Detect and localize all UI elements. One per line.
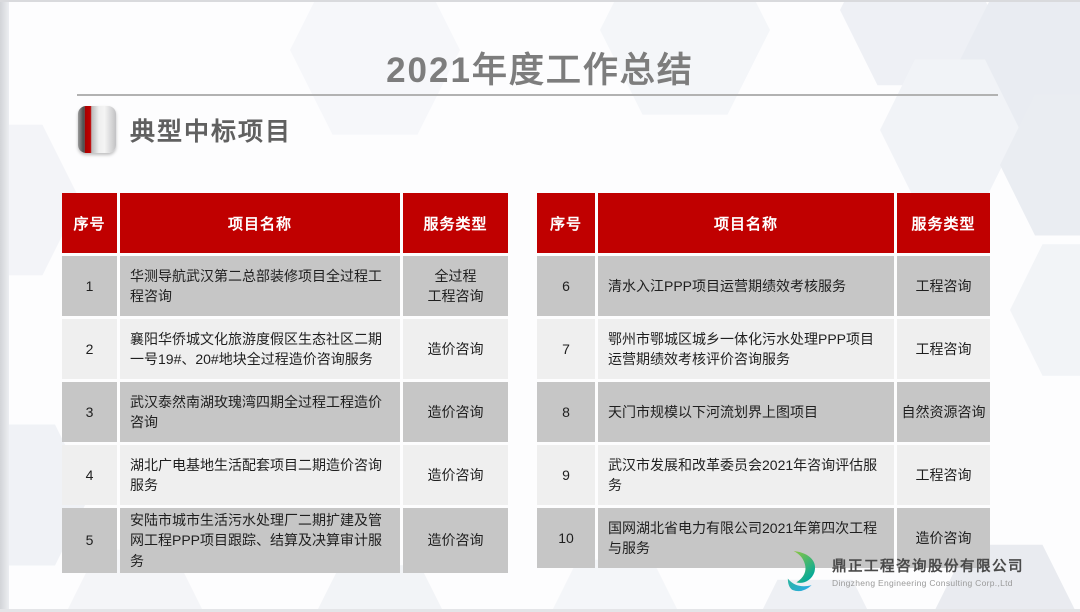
table-row: 1 华测导航武汉第二总部装修项目全过程工程咨询 全过程 工程咨询 [62, 256, 508, 316]
cell-service-type: 造价咨询 [897, 508, 990, 568]
cell-service-type: 工程咨询 [897, 445, 990, 505]
company-name-cn: 鼎正工程咨询股份有限公司 [832, 558, 1024, 575]
table-row: 10 国网湖北省电力有限公司2021年第四次工程与服务 造价咨询 [537, 508, 990, 568]
column-header-name: 项目名称 [598, 193, 894, 253]
cell-project-name: 国网湖北省电力有限公司2021年第四次工程与服务 [598, 508, 894, 568]
table-row: 6 清水入江PPP项目运营期绩效考核服务 工程咨询 [537, 256, 990, 316]
cell-project-name: 清水入江PPP项目运营期绩效考核服务 [598, 256, 894, 316]
cell-service-type: 造价咨询 [403, 508, 508, 573]
table-header-row: 序号 项目名称 服务类型 [62, 193, 508, 253]
column-header-type: 服务类型 [403, 193, 508, 253]
cell-service-type: 造价咨询 [403, 382, 508, 442]
table-header-row: 序号 项目名称 服务类型 [537, 193, 990, 253]
projects-table-left: 序号 项目名称 服务类型 1 华测导航武汉第二总部装修项目全过程工程咨询 全过程… [59, 190, 511, 576]
cell-no: 9 [537, 445, 595, 505]
table-row: 4 湖北广电基地生活配套项目二期造价咨询服务 造价咨询 [62, 445, 508, 505]
cell-project-name: 武汉泰然南湖玫瑰湾四期全过程工程造价咨询 [120, 382, 400, 442]
table-row: 3 武汉泰然南湖玫瑰湾四期全过程工程造价咨询 造价咨询 [62, 382, 508, 442]
slide-bottom-edge [0, 609, 1080, 612]
cell-project-name: 安陆市城市生活污水处理厂二期扩建及管网工程PPP项目跟踪、结算及决算审计服务 [120, 508, 400, 573]
cell-no: 1 [62, 256, 117, 316]
table-row: 2 襄阳华侨城文化旅游度假区生态社区二期一号19#、20#地块全过程造价咨询服务… [62, 319, 508, 379]
table-row: 7 鄂州市鄂城区城乡一体化污水处理PPP项目运营期绩效考核评价咨询服务 工程咨询 [537, 319, 990, 379]
cell-service-type: 自然资源咨询 [897, 382, 990, 442]
cell-project-name: 湖北广电基地生活配套项目二期造价咨询服务 [120, 445, 400, 505]
page-title: 2021年度工作总结 [386, 51, 694, 90]
cell-service-type: 造价咨询 [403, 445, 508, 505]
projects-table-right: 序号 项目名称 服务类型 6 清水入江PPP项目运营期绩效考核服务 工程咨询 7… [534, 190, 993, 571]
column-header-no: 序号 [537, 193, 595, 253]
cell-no: 3 [62, 382, 117, 442]
cell-service-type: 工程咨询 [897, 256, 990, 316]
company-logo-icon [787, 551, 816, 592]
cell-service-type: 全过程 工程咨询 [403, 256, 508, 316]
cell-no: 7 [537, 319, 595, 379]
cell-project-name: 襄阳华侨城文化旅游度假区生态社区二期一号19#、20#地块全过程造价咨询服务 [120, 319, 400, 379]
cell-project-name: 鄂州市鄂城区城乡一体化污水处理PPP项目运营期绩效考核评价咨询服务 [598, 319, 894, 379]
table-row: 9 武汉市发展和改革委员会2021年咨询评估服务 工程咨询 [537, 445, 990, 505]
slide-top-edge [0, 0, 1080, 2]
table-row: 5 安陆市城市生活污水处理厂二期扩建及管网工程PPP项目跟踪、结算及决算审计服务… [62, 508, 508, 573]
section-marker-icon [78, 106, 116, 153]
cell-service-type: 造价咨询 [403, 319, 508, 379]
company-logo: 鼎正工程咨询股份有限公司 Dingzheng Engineering Consu… [785, 550, 1024, 592]
title-divider [77, 94, 998, 96]
cell-no: 2 [62, 319, 117, 379]
cell-no: 10 [537, 508, 595, 568]
cell-project-name: 华测导航武汉第二总部装修项目全过程工程咨询 [120, 256, 400, 316]
cell-no: 8 [537, 382, 595, 442]
cell-no: 6 [537, 256, 595, 316]
section-header: 典型中标项目 [78, 106, 292, 153]
cell-no: 4 [62, 445, 117, 505]
column-header-no: 序号 [62, 193, 117, 253]
column-header-name: 项目名称 [120, 193, 400, 253]
hexagon-decoration [1010, 244, 1080, 376]
cell-service-type: 工程咨询 [897, 319, 990, 379]
cell-no: 5 [62, 508, 117, 573]
table-row: 8 天门市规模以下河流划界上图项目 自然资源咨询 [537, 382, 990, 442]
cell-project-name: 武汉市发展和改革委员会2021年咨询评估服务 [598, 445, 894, 505]
section-title: 典型中标项目 [130, 117, 293, 146]
company-name-en: Dingzheng Engineering Consulting Corp.,L… [832, 577, 1013, 588]
slide-left-edge [0, 0, 9, 612]
cell-project-name: 天门市规模以下河流划界上图项目 [598, 382, 894, 442]
column-header-type: 服务类型 [897, 193, 990, 253]
